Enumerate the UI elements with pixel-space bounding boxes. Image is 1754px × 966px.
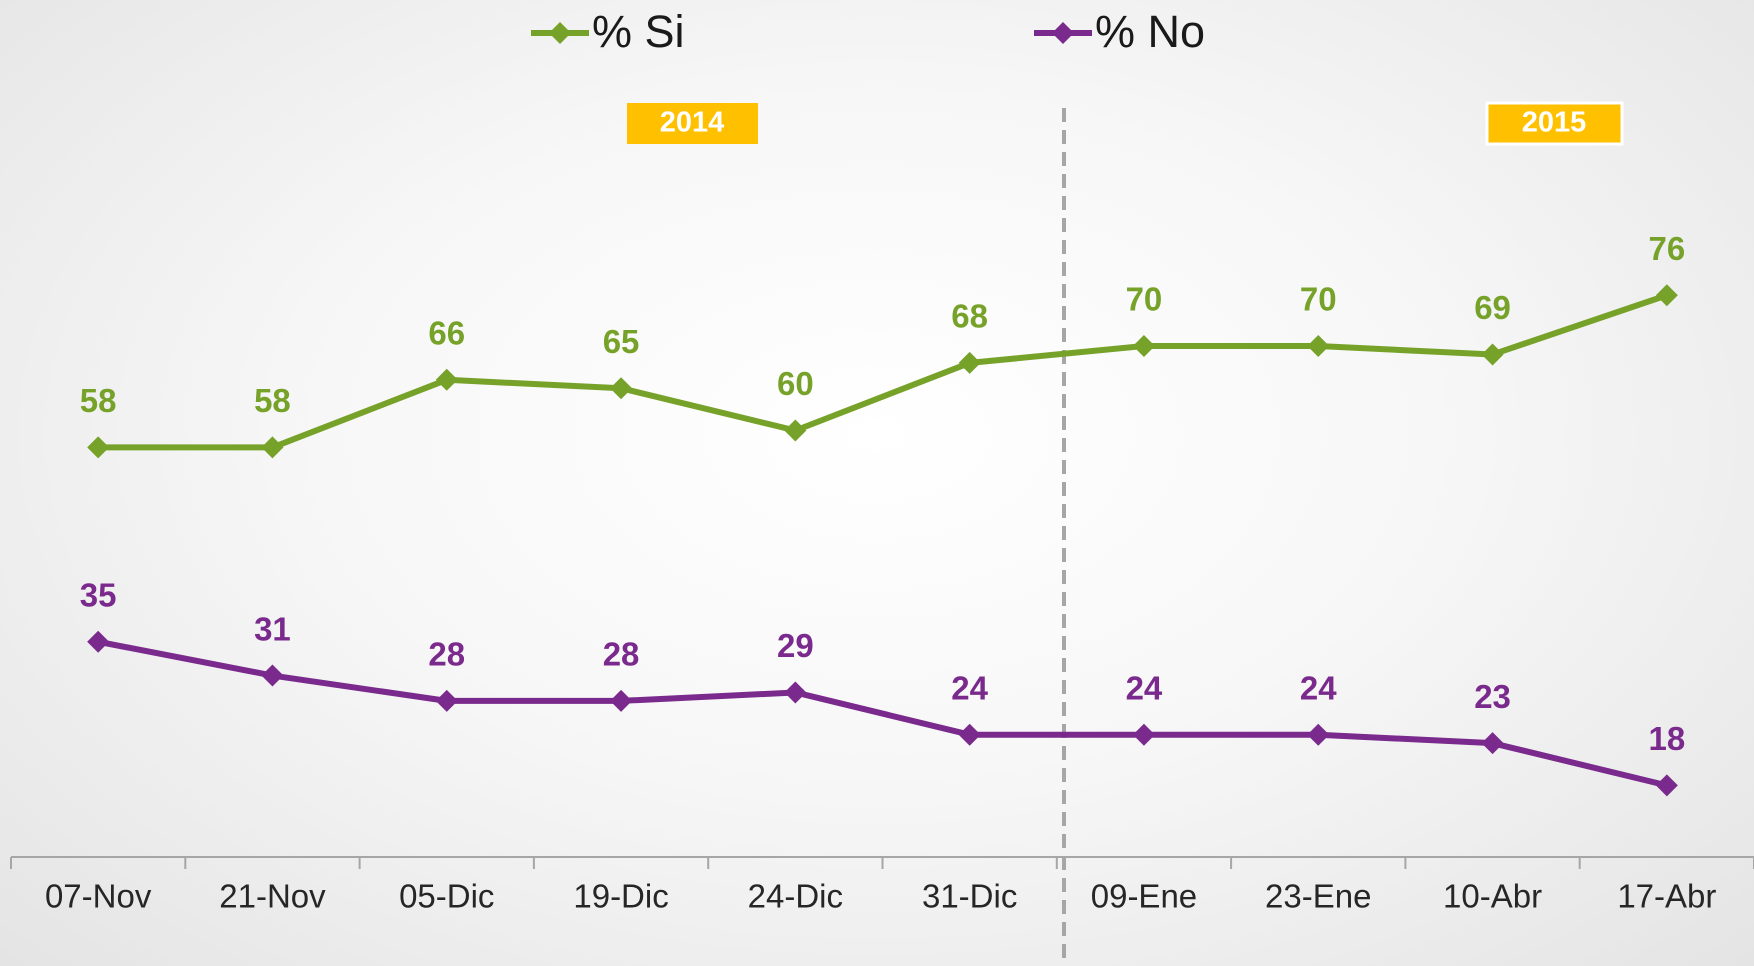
point — [87, 630, 110, 653]
data-label: 31 — [254, 610, 291, 647]
line — [98, 292, 1668, 451]
year-label: 2014 — [660, 107, 725, 139]
point — [435, 689, 458, 712]
point — [610, 377, 633, 400]
point — [1307, 335, 1330, 357]
point — [1481, 732, 1504, 755]
point — [1655, 284, 1678, 307]
data-label: 70 — [1300, 281, 1337, 318]
x-tick-label: 21-Nov — [219, 878, 326, 915]
point — [1307, 723, 1330, 746]
x-tick-label: 10-Abr — [1443, 878, 1542, 915]
data-label: 28 — [428, 636, 465, 673]
legend-label: % Si — [592, 6, 685, 57]
point — [784, 419, 807, 442]
point — [958, 723, 981, 746]
data-label: 58 — [254, 382, 291, 419]
data-label: 24 — [1126, 669, 1163, 706]
year-box — [1485, 101, 1624, 146]
point — [1655, 774, 1678, 797]
data-label: 24 — [1300, 669, 1337, 706]
point — [1132, 335, 1155, 357]
data-label: 24 — [951, 669, 988, 706]
point — [435, 368, 458, 391]
x-tick-label: 19-Dic — [573, 878, 668, 915]
data-label: 76 — [1648, 230, 1685, 267]
year-label: 2015 — [1522, 107, 1587, 139]
point — [958, 351, 981, 374]
data-label: 70 — [1126, 281, 1163, 318]
data-label: 66 — [428, 315, 465, 352]
data-label: 68 — [951, 298, 988, 335]
point — [1132, 723, 1155, 746]
data-label: 28 — [603, 636, 640, 673]
legend-label: % No — [1095, 6, 1205, 57]
x-tick-label: 07-Nov — [45, 878, 152, 915]
x-tick-label: 23-Ene — [1265, 878, 1371, 915]
point — [261, 436, 284, 459]
data-label: 23 — [1474, 678, 1511, 715]
legend-marker — [1052, 22, 1074, 44]
data-label: 65 — [603, 323, 640, 360]
point — [610, 689, 633, 712]
data-label: 69 — [1474, 289, 1511, 326]
data-label: 58 — [80, 382, 117, 419]
data-label: 35 — [80, 576, 117, 613]
x-tick-label: 17-Abr — [1617, 878, 1716, 915]
point — [87, 436, 110, 459]
data-label: 29 — [777, 627, 814, 664]
point — [1481, 343, 1504, 366]
x-tick-label: 24-Dic — [748, 878, 843, 915]
x-tick-label: 05-Dic — [399, 878, 494, 915]
x-tick-label: 09-Ene — [1091, 878, 1197, 915]
x-tick-label: 31-Dic — [922, 878, 1017, 915]
point — [784, 681, 807, 704]
data-label: 60 — [777, 365, 814, 402]
line — [97, 638, 1668, 789]
data-label: 18 — [1648, 720, 1685, 757]
legend-marker — [549, 22, 571, 44]
year-box — [627, 103, 758, 144]
point — [261, 664, 284, 687]
